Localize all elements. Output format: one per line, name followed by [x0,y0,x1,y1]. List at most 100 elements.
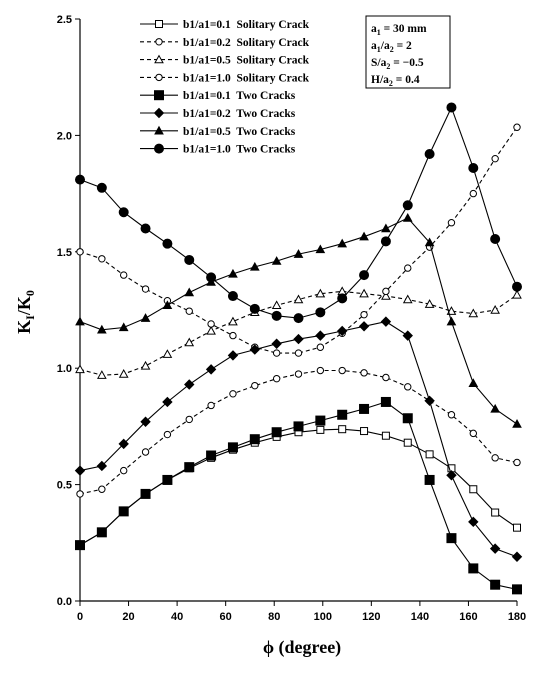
series-line [79,428,518,546]
data-point [227,291,238,302]
legend-label: b1/a1=1.0 Two Cracks [183,144,296,156]
data-point [293,421,304,432]
data-point [294,349,303,357]
data-point [271,338,282,349]
data-point [76,248,84,256]
data-point [75,316,85,326]
series-1 [76,425,521,550]
data-point [469,429,477,438]
legend-item: b1/a1=1.0 Solitary Crack [140,72,310,84]
legend-marker [155,20,163,28]
data-point [402,413,413,424]
data-point [403,438,412,447]
data-point [140,416,151,427]
legend-marker [154,90,164,101]
data-point [447,411,456,419]
data-point [468,162,479,173]
data-point [513,523,521,532]
x-tick-label: 120 [362,611,380,623]
data-point [98,255,106,263]
legend-item: b1/a1=0.5 Solitary Crack [140,54,310,67]
data-point [424,395,435,406]
data-point [512,419,522,428]
data-point [316,425,325,434]
data-point [140,488,151,499]
x-tick-label: 140 [411,611,429,623]
data-point [206,450,217,461]
x-tick-label: 80 [268,611,280,623]
data-point [141,285,150,293]
data-point [315,415,326,426]
data-point [228,316,238,326]
data-point [228,268,238,278]
legend: b1/a1=0.1 Solitary Crack b1/a1=0.2 Solita… [140,19,310,156]
parameter-h-a2: H/a2 = 0.4 [371,74,420,88]
data-point [118,322,129,332]
data-point [162,349,173,358]
data-point [184,287,195,297]
legend-marker [154,54,164,64]
data-point [118,438,129,450]
data-point [489,543,501,554]
data-point [402,294,413,304]
data-point [315,244,326,254]
legend-item: b1/a1=0.2 Solitary Crack [140,37,310,49]
data-point [337,293,348,304]
series-4 [76,123,521,357]
series-6 [74,316,523,562]
data-point [294,370,303,378]
parameter-box-frame [365,15,451,89]
data-point [512,584,522,595]
data-point [446,470,457,481]
y-axis: 0.0 0.5 1.0 1.5 2.0 2.5 [57,14,80,608]
legend-label: b1/a1=0.2 Two Cracks [183,108,296,120]
data-point [74,465,86,476]
data-point [360,310,368,319]
data-point [491,154,499,163]
data-point [251,381,259,390]
data-point [184,462,195,473]
data-point [184,379,195,390]
series-7 [75,213,522,428]
data-point [446,316,457,326]
legend-label: b1/a1=0.5 Solitary Crack [183,55,310,67]
legend-items: b1/a1=0.1 Solitary Crack b1/a1=0.2 Solita… [140,19,310,156]
data-point [316,366,325,375]
data-point [162,238,173,249]
data-point [382,373,390,382]
legend-item: b1/a1=0.2 Two Cracks [140,107,296,120]
data-point [359,231,369,241]
data-point [315,307,326,318]
data-point [96,527,107,538]
data-point [511,551,523,562]
data-point [446,102,457,113]
data-point [162,474,173,485]
data-point [513,458,521,467]
data-point [293,294,304,304]
data-point [381,223,391,233]
data-point [271,300,282,310]
y-axis-title: KI/K0 [14,290,37,334]
data-point [447,219,456,227]
data-point [338,425,347,434]
data-point [491,454,499,462]
data-point [97,324,107,334]
data-point [468,516,479,528]
data-point [490,403,500,413]
parameter-a1-a2: a1/a2 = 2 [371,40,412,54]
legend-item: b1/a1=0.5 Two Cracks [140,125,296,138]
y-tick-label: 2.0 [57,130,72,142]
data-point [271,427,282,438]
data-point [249,303,260,314]
data-point [360,427,369,436]
data-point [293,249,304,258]
x-tick-label: 180 [508,611,526,623]
legend-marker [153,107,165,119]
data-point [118,506,129,517]
data-point [75,174,85,185]
data-point [490,233,501,244]
data-point [424,149,435,160]
data-point [140,223,151,234]
data-point [272,349,281,357]
